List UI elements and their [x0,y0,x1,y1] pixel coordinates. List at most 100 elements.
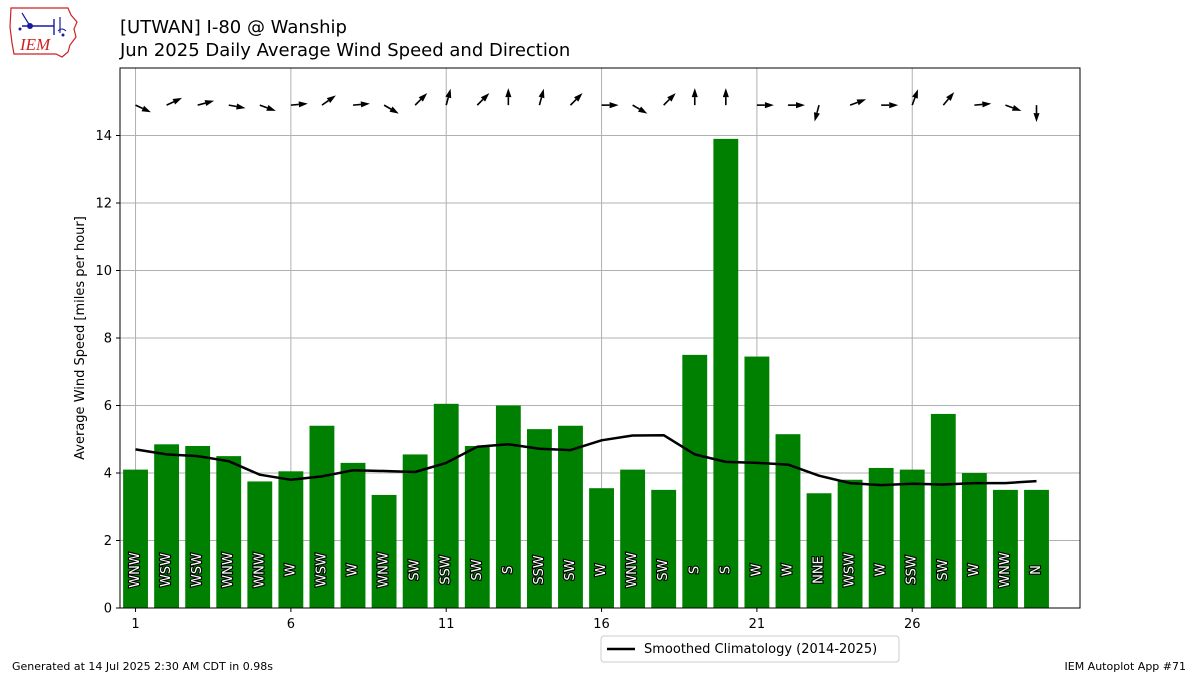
bar-day-22 [775,434,801,608]
bar-day-30 [1024,489,1049,608]
bar-day-27 [930,413,956,608]
wind-arrow-day-8 [352,101,370,108]
logo-text: IEM [19,35,51,54]
bar-day-2 [154,444,180,608]
bar-day-12 [464,446,490,608]
wind-arrow-day-15 [569,93,583,106]
wind-arrow-day-28 [974,101,992,108]
y-tick-label: 4 [104,467,112,482]
bar-day-24 [837,479,863,608]
direction-label-day-9: WNW [377,552,392,588]
bar-day-7 [309,425,335,608]
climatology-line [135,433,1037,487]
y-tick-label: 14 [95,129,112,144]
bar-day-8 [340,462,366,608]
y-tick-label: 2 [104,534,112,549]
wind-arrow-day-21 [756,102,774,109]
direction-label-day-11: SSW [439,555,454,585]
direction-label-day-10: SW [408,559,423,580]
wind-arrow-day-10 [414,93,428,106]
bars [123,138,1049,608]
direction-label-day-21: W [749,563,764,576]
chart-title: [UTWAN] I-80 @ Wanship [120,17,347,38]
bar-day-20 [713,138,739,608]
bar-day-25 [868,467,894,608]
wind-arrow-day-25 [881,102,899,109]
bar-day-17 [620,469,646,608]
wind-arrow-day-1 [135,104,151,113]
wind-arrow-day-12 [476,93,490,106]
wind-arrow-day-5 [259,104,276,111]
bar-day-19 [682,354,708,608]
y-tick-label: 12 [95,197,112,212]
direction-label-day-4: WNW [221,552,236,588]
wind-arrow-day-3 [197,100,215,106]
y-tick-label: 0 [104,602,112,617]
direction-label-day-25: W [874,563,889,576]
wind-arrow-day-24 [849,99,867,106]
direction-label-day-6: W [283,563,298,576]
y-axis-label: Average Wind Speed [miles per hour] [73,216,88,460]
legend-label: Smoothed Climatology (2014-2025) [644,642,877,657]
wind-arrow-day-9 [383,104,399,114]
generated-timestamp: Generated at 14 Jul 2025 2:30 AM CDT in … [12,660,273,673]
bar-day-15 [558,425,583,608]
direction-label-day-28: W [967,563,982,576]
chart-subtitle: Jun 2025 Daily Average Wind Speed and Di… [120,40,571,61]
bar-day-3 [185,446,211,608]
wind-arrows [135,88,1040,123]
x-tick-label: 16 [593,617,610,632]
wind-arrow-day-22 [787,102,805,109]
y-tick-label: 8 [104,332,112,347]
bar-day-16 [589,488,614,608]
x-tick-label: 6 [287,617,295,632]
wind-arrow-day-19 [691,88,698,106]
wind-arrow-day-26 [911,89,918,106]
direction-labels: WNW WSW WSW WNW WNW W WSW W WNW SW SSW SW S SSW SW W WNW… [127,551,1045,589]
bar-day-4 [216,456,242,608]
bar-day-1 [123,469,148,608]
bar-day-5 [247,481,273,608]
direction-label-day-17: WNW [625,552,640,588]
direction-label-day-15: SW [563,559,578,580]
wind-arrow-day-6 [290,101,308,108]
app-credit: IEM Autoplot App #71 [1064,660,1187,673]
wind-arrow-day-11 [445,88,452,106]
y-tick-label: 6 [104,399,112,414]
direction-label-day-8: W [346,563,361,576]
direction-label-day-26: SSW [905,555,920,585]
direction-label-day-27: SW [936,559,951,580]
direction-label-day-23: NNE [812,556,827,584]
direction-label-day-22: W [780,563,795,576]
legend: Smoothed Climatology (2014-2025) [600,635,900,663]
direction-label-day-5: WNW [252,552,267,588]
direction-label-day-1: WNW [128,552,143,588]
wind-arrow-day-20 [722,88,729,106]
x-tick-label: 1 [131,617,139,632]
direction-label-day-14: SSW [532,555,547,585]
bar-day-21 [744,356,770,608]
bar-day-6 [278,471,304,608]
direction-label-day-7: WSW [314,553,329,587]
direction-label-day-12: SW [470,559,485,580]
direction-label-day-20: S [718,566,733,574]
wind-arrow-day-27 [942,92,955,106]
x-tick-label: 26 [904,617,921,632]
wind-arrow-day-16 [601,102,619,109]
wind-arrow-day-17 [632,104,648,114]
bar-day-10 [402,454,428,608]
direction-label-day-19: S [687,566,702,574]
wind-arrow-day-23 [814,104,820,122]
wind-arrow-day-29 [1005,104,1022,111]
wind-arrow-day-2 [166,97,182,106]
bar-day-23 [806,493,832,608]
y-tick-label: 10 [95,264,112,279]
x-tick-label: 21 [749,617,766,632]
direction-label-day-2: WSW [159,553,174,587]
bar-day-28 [961,473,987,608]
bar-day-9 [371,494,397,608]
bar-day-11 [433,403,459,608]
bar-day-29 [993,489,1018,608]
direction-label-day-13: S [501,566,516,574]
